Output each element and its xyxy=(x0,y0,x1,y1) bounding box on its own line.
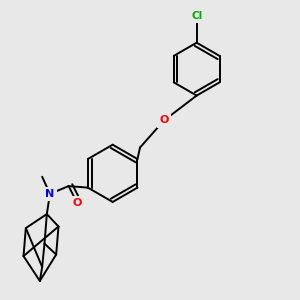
Text: O: O xyxy=(73,198,82,208)
Text: N: N xyxy=(45,189,55,199)
Text: O: O xyxy=(159,116,169,125)
Text: Cl: Cl xyxy=(191,11,202,21)
